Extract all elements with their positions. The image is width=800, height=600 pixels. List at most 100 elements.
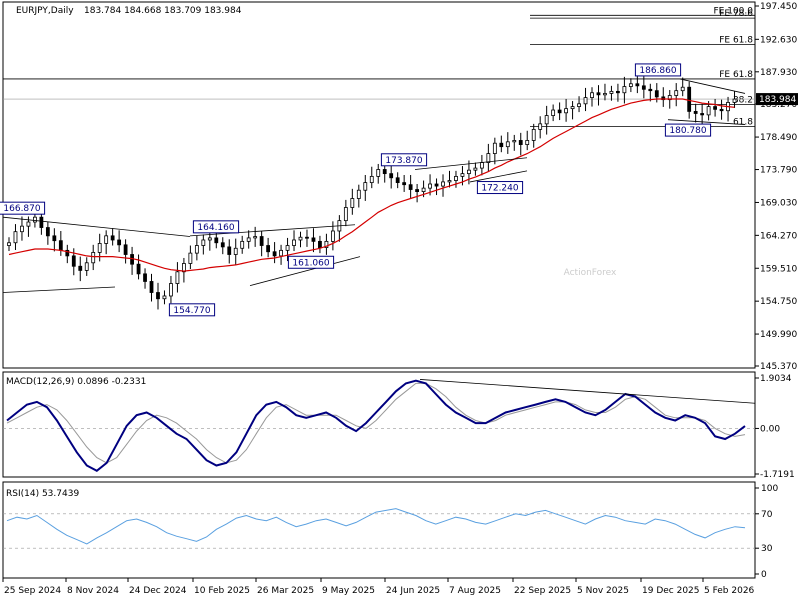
candle-body [20,225,24,233]
candle-body [557,109,562,114]
macd-tick-label: 1.9034 [760,374,792,384]
swing-label-box [664,123,712,137]
candle-body [214,237,219,244]
y-tick-label: 149.990 [760,330,797,340]
candle-body [538,123,543,130]
candle-body [162,295,167,300]
candle-body [149,281,154,293]
candle-body [648,88,653,92]
macd-tick-label: -1.7191 [760,470,795,480]
current-price-label: 183.984 [759,95,796,105]
candle-body [564,108,568,114]
symbol-label: EURJPY,Daily [16,6,74,16]
trendline [189,224,356,237]
candle-body [551,109,556,116]
candle-body [91,252,96,264]
candle-body [227,246,232,255]
macd-tick-label: 0.00 [760,424,780,434]
candle-body [408,184,413,190]
candle-body [259,236,264,246]
main-frame [2,1,756,369]
candle-body [311,237,316,242]
swing-label: 166.870 [3,204,40,214]
candle-body [324,240,329,248]
fib-level-label: FE 78.6 [719,9,753,19]
candle-body [26,221,31,227]
y-tick-label: 164.270 [760,231,797,241]
candle-body [447,180,452,183]
y-tick-label: 154.750 [760,297,797,307]
candle-body [603,93,607,96]
candle-body [486,153,491,163]
candle-body [305,236,309,239]
candle-body [473,167,478,171]
rsi-title: RSI(14) 53.7439 [6,489,79,499]
candle-body [246,237,251,242]
candle-body [544,115,549,125]
x-tick-label: 8 Nov 2024 [67,586,119,596]
swing-label-box [476,181,524,195]
swing-label-box [192,220,240,234]
macd-panel: 1.9034 0.00 -1.7191 [2,371,795,480]
candle-body [596,92,601,96]
swing-label-box [634,63,682,77]
candle-body [654,90,659,98]
trendline [249,256,361,286]
candle-body [13,231,18,244]
candle-body [292,239,296,246]
candle-body [616,90,620,94]
candle-body [577,103,581,107]
candle-body [84,262,89,271]
swing-label: 161.060 [292,258,329,268]
candle-body [467,169,471,175]
x-axis: 25 Sep 2024 8 Nov 2024 24 Dec 2024 10 Feb 2… [2,578,755,596]
candle-body [518,140,523,145]
candle-body [343,207,348,222]
candle-body [363,182,368,191]
candle-body [499,142,504,148]
trendline [679,78,746,94]
candle-body [505,141,510,148]
swing-label-box [0,201,46,215]
x-tick-label: 9 May 2025 [322,586,375,596]
x-tick-label: 5 Nov 2025 [577,586,629,596]
candle-body [402,182,407,186]
y-tick-label: 187.930 [760,68,797,78]
candle-body [693,111,698,114]
x-tick-label: 26 Mar 2025 [257,586,314,596]
candle-body [7,242,11,246]
candle-body [52,235,57,242]
candle-body [512,140,517,143]
current-price-box [756,93,798,106]
candle-body [188,252,193,264]
fib-level-label: 38.2 [733,96,753,106]
moving-average-line [8,98,735,272]
candle-body [531,128,536,141]
x-tick-label: 10 Feb 2025 [194,586,250,596]
candle-body [123,244,128,255]
swing-label-box [380,153,428,167]
candle-body [117,239,122,246]
candle-body [680,86,685,92]
candle-body [104,235,109,244]
candle-body [65,249,70,257]
rsi-line [6,508,746,545]
candle-body [434,183,439,187]
candle-body [635,83,640,87]
trendline [2,216,191,237]
x-tick-label: 24 Dec 2024 [129,586,187,596]
candle-body [428,183,432,189]
swing-label: 164.160 [197,223,234,233]
candle-body [674,90,679,96]
candle-body [454,175,458,181]
y-tick-label: 178.490 [760,133,797,143]
x-tick-label: 19 Dec 2025 [642,586,700,596]
candle-body [583,97,588,105]
macd-trendline [419,379,756,404]
candle-body [143,273,147,282]
candle-body [33,216,37,223]
candle-body [421,187,426,192]
trendline [469,170,528,183]
fib-level-label: FE 61.8 [719,70,753,80]
